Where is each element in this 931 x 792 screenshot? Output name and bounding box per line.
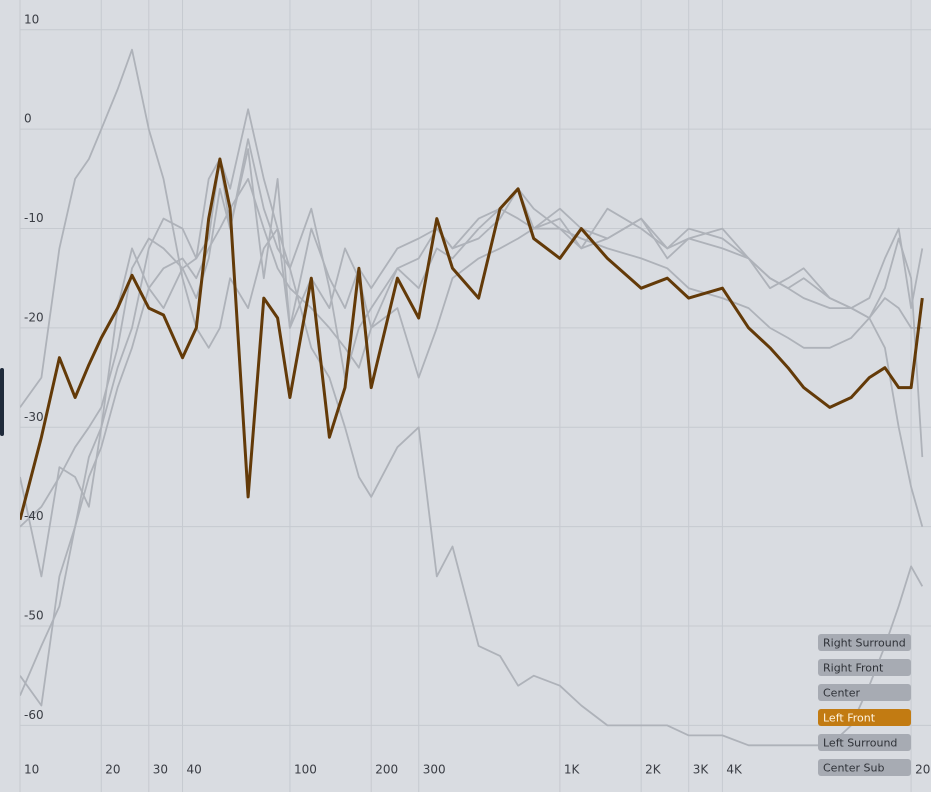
y-tick-label: -20 — [24, 310, 44, 324]
y-tick-label: -60 — [24, 708, 44, 722]
side-handle — [0, 368, 4, 436]
legend-label[interactable]: Center Sub — [823, 762, 884, 775]
x-tick-label: 2K — [645, 763, 662, 777]
x-tick-label: 1K — [564, 763, 581, 777]
plot-lines — [20, 48, 924, 747]
legend-button[interactable] — [818, 734, 911, 751]
legend-label[interactable]: Left Surround — [823, 737, 897, 750]
series-line — [20, 148, 924, 528]
x-tick-label: 10 — [24, 763, 39, 777]
legend-button[interactable] — [818, 634, 911, 651]
legend-label[interactable]: Right Front — [823, 662, 884, 675]
y-tick-label: -10 — [24, 211, 44, 225]
x-tick-label: 30 — [153, 763, 168, 777]
y-tick-label: -30 — [24, 410, 44, 424]
legend-button[interactable] — [818, 709, 911, 726]
x-tick-label: 100 — [294, 763, 317, 777]
y-tick-label: 0 — [24, 112, 32, 126]
legend-label[interactable]: Right Surround — [823, 637, 906, 650]
x-tick-label: 20 — [105, 763, 120, 777]
x-tick-label: 3K — [693, 763, 710, 777]
legend-label[interactable]: Center — [823, 687, 861, 700]
x-tick-label: 200 — [375, 763, 398, 777]
y-tick-label: -40 — [24, 509, 44, 523]
y-tick-label: -50 — [24, 609, 44, 623]
y-tick-label: 10 — [24, 12, 39, 26]
legend: Right Surround Right Front Center Left Fron… — [818, 634, 911, 776]
legend-label[interactable]: Left Front — [823, 712, 876, 725]
legend-button[interactable] — [818, 659, 911, 676]
series-line — [20, 178, 924, 696]
x-tick-label: 4K — [726, 763, 743, 777]
series-line — [20, 138, 924, 747]
series-line — [20, 108, 924, 578]
x-tick-label: 300 — [423, 763, 446, 777]
highlighted-series-line — [20, 157, 924, 521]
x-tick-label: 20 — [915, 763, 930, 777]
legend-button[interactable] — [818, 684, 911, 701]
x-tick-label: 40 — [187, 763, 202, 777]
legend-button[interactable] — [818, 759, 911, 776]
